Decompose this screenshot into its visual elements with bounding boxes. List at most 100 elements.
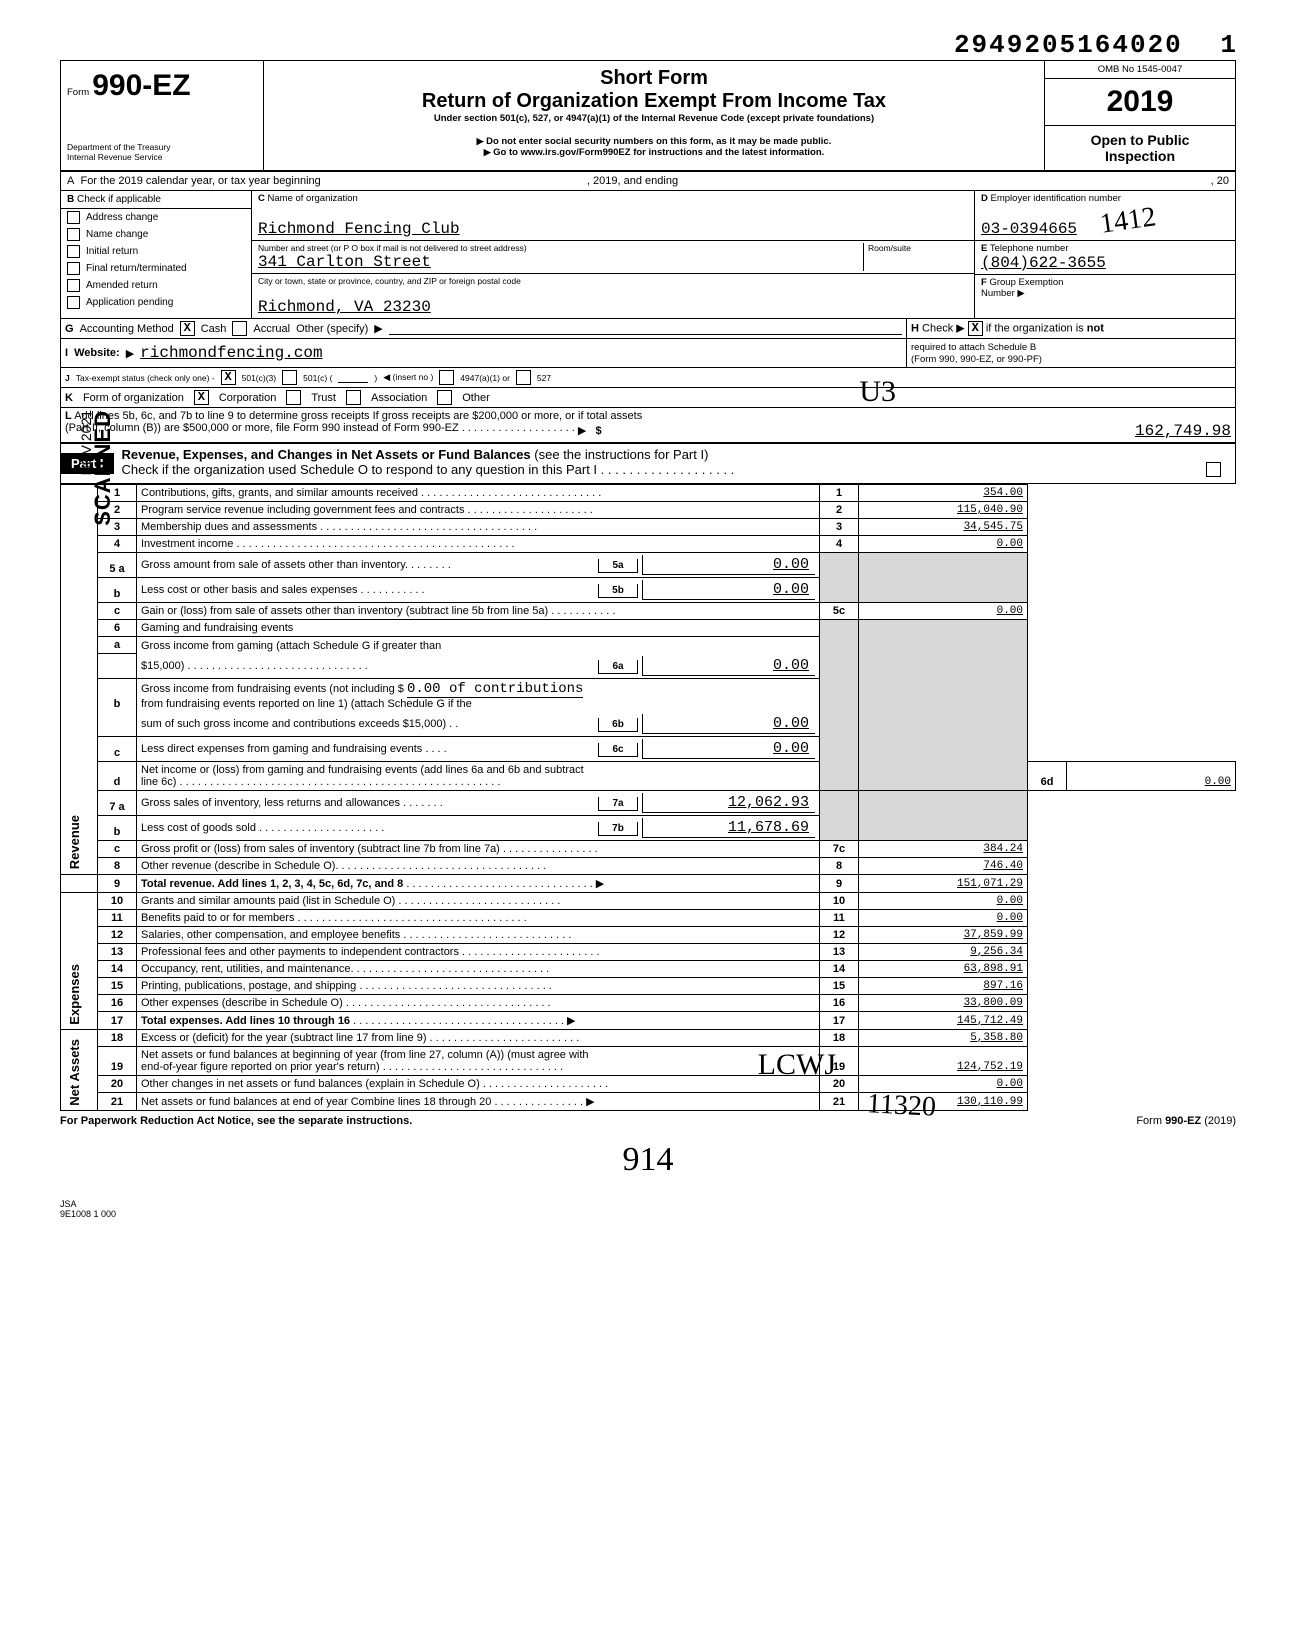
- r9-d: Total revenue. Add lines 1, 2, 3, 4, 5c,…: [141, 878, 403, 890]
- addr-label: Number and street (or P O box if mail is…: [258, 243, 863, 253]
- r15-v: 897.16: [859, 977, 1028, 994]
- line-g: G Accounting Method X Cash Accrual Other…: [60, 319, 1236, 339]
- r6a-d: Gross income from gaming (attach Schedul…: [141, 640, 441, 652]
- E-text: Telephone number: [990, 243, 1069, 254]
- A-text2: , 2019, and ending: [587, 175, 678, 187]
- J-opt4: 527: [537, 373, 551, 383]
- r19-n: 19: [98, 1046, 137, 1075]
- r9-ln: 9: [820, 874, 859, 892]
- line-l: L Add lines 5b, 6c, and 7b to line 9 to …: [60, 408, 1236, 443]
- K-label: K: [65, 392, 73, 404]
- date-stamp: NOV 2021: [78, 410, 94, 475]
- r17-n: 17: [98, 1011, 137, 1029]
- chk-other-org[interactable]: [437, 390, 452, 405]
- L-text2: (Part II, column (B)) are $500,000 or mo…: [65, 422, 459, 434]
- irs-label: Internal Revenue Service: [67, 152, 257, 162]
- r6d-v: 0.00: [1067, 761, 1236, 790]
- chk-name-change[interactable]: [67, 228, 80, 241]
- chk-initial-return[interactable]: [67, 245, 80, 258]
- r8-ln: 8: [820, 857, 859, 874]
- r6d-n: d: [98, 761, 137, 790]
- r5c-d: Gain or (loss) from sale of assets other…: [141, 605, 548, 617]
- H-text3: required to attach Schedule B: [911, 342, 1036, 353]
- r1-d: Contributions, gifts, grants, and simila…: [141, 487, 418, 499]
- chk-4947[interactable]: [439, 370, 454, 385]
- chk-final-return[interactable]: [67, 262, 80, 275]
- form-number: 990-EZ: [92, 69, 190, 102]
- part1-title: Revenue, Expenses, and Changes in Net As…: [122, 447, 531, 462]
- chk-label-3: Final return/terminated: [86, 263, 187, 274]
- r12-ln: 12: [820, 926, 859, 943]
- C-label: C: [258, 193, 265, 204]
- chk-label-4: Amended return: [86, 280, 158, 291]
- r5c-v: 0.00: [859, 603, 1028, 620]
- chk-sched-b[interactable]: X: [968, 321, 983, 336]
- r4-v: 0.00: [859, 536, 1028, 553]
- r6b-d2: 0.00 of contributions: [407, 681, 583, 698]
- chk-address-change[interactable]: [67, 211, 80, 224]
- J-label: J: [65, 373, 70, 383]
- jsa-1: JSA: [60, 1199, 1236, 1209]
- jsa-2: 9E1008 1 000: [60, 1209, 1236, 1219]
- r6d-ln: 6d: [1028, 761, 1067, 790]
- chk-501c3[interactable]: X: [221, 370, 236, 385]
- r7b-d: Less cost of goods sold: [141, 822, 256, 834]
- chk-amended-return[interactable]: [67, 279, 80, 292]
- chk-corp[interactable]: X: [194, 390, 209, 405]
- r5b-ib: 5b: [598, 584, 638, 598]
- other-label: Other (specify): [296, 323, 368, 335]
- r6-d: Gaming and fundraising events: [137, 620, 820, 637]
- chk-cash[interactable]: X: [180, 321, 195, 336]
- r6c-ib: 6c: [598, 743, 638, 757]
- handwritten-lw2: 11320: [866, 1088, 937, 1124]
- chk-label-0: Address change: [86, 212, 158, 223]
- side-revenue: Revenue: [65, 813, 84, 871]
- r11-ln: 11: [820, 909, 859, 926]
- r6b-n: b: [98, 678, 137, 712]
- L-value: 162,749.98: [1135, 422, 1231, 440]
- r6-n: 6: [98, 620, 137, 637]
- r16-ln: 16: [820, 994, 859, 1011]
- r4-n: 4: [98, 536, 137, 553]
- r5c-ln: 5c: [820, 603, 859, 620]
- A-label: A: [67, 175, 74, 187]
- org-name: Richmond Fencing Club: [258, 220, 968, 238]
- r5b-iv: 0.00: [642, 580, 815, 600]
- r17-d: Total expenses. Add lines 10 through 16: [141, 1015, 350, 1027]
- r9-n: 9: [98, 874, 137, 892]
- chk-label-2: Initial return: [86, 246, 138, 257]
- r6c-d: Less direct expenses from gaming and fun…: [141, 743, 422, 755]
- r5a-n: 5 a: [98, 553, 137, 578]
- r6a-n: a: [98, 637, 137, 654]
- r15-ln: 15: [820, 977, 859, 994]
- dln-value: 2949205164020: [954, 30, 1183, 60]
- r10-d: Grants and similar amounts paid (list in…: [141, 895, 395, 907]
- footer: For Paperwork Reduction Act Notice, see …: [60, 1111, 1236, 1131]
- year-bold: 19: [1140, 85, 1173, 118]
- C-text: Name of organization: [268, 193, 358, 204]
- J-insert: (insert no ): [383, 372, 433, 383]
- chk-501c[interactable]: [282, 370, 297, 385]
- r7c-n: c: [98, 840, 137, 857]
- chk-assoc[interactable]: [346, 390, 361, 405]
- r7c-ln: 7c: [820, 840, 859, 857]
- chk-label-1: Name change: [86, 229, 148, 240]
- cash-label: Cash: [201, 323, 227, 335]
- chk-accrual[interactable]: [232, 321, 247, 336]
- chk-application-pending[interactable]: [67, 296, 80, 309]
- r8-v: 746.40: [859, 857, 1028, 874]
- J-text: Tax-exempt status (check only one) -: [76, 373, 215, 383]
- r18-d: Excess or (deficit) for the year (subtra…: [141, 1032, 427, 1044]
- r7a-ib: 7a: [598, 797, 638, 811]
- part1-header: Part I Revenue, Expenses, and Changes in…: [60, 443, 1236, 484]
- I-text: Website:: [74, 347, 120, 359]
- chk-part1-schedO[interactable]: [1206, 462, 1221, 477]
- K-opt3: Association: [371, 392, 427, 404]
- chk-527[interactable]: [516, 370, 531, 385]
- r6d-d: Net income or (loss) from gaming and fun…: [141, 764, 584, 776]
- chk-trust[interactable]: [286, 390, 301, 405]
- part1-grid: Revenue 1 Contributions, gifts, grants, …: [60, 484, 1236, 1111]
- r7a-iv: 12,062.93: [642, 793, 815, 813]
- r7a-d: Gross sales of inventory, less returns a…: [141, 797, 400, 809]
- note-url: Go to www.irs.gov/Form990EZ for instruct…: [294, 147, 1014, 158]
